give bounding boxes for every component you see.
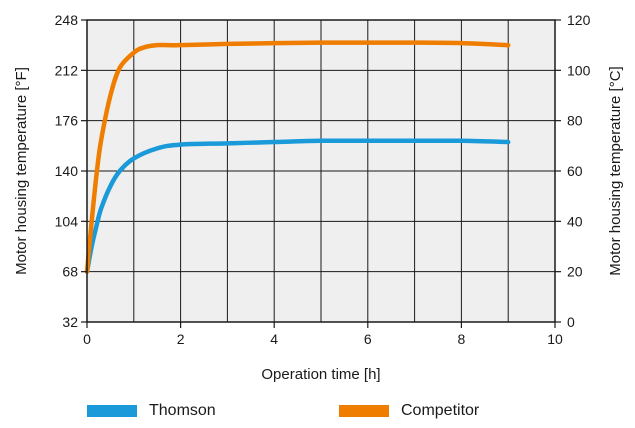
legend-label-thomson: Thomson — [149, 402, 216, 419]
y-left-tick-label: 68 — [62, 264, 78, 280]
legend-item-thomson: Thomson — [87, 402, 216, 420]
y-right-tick-label: 40 — [567, 213, 583, 229]
y-right-tick-label: 20 — [567, 264, 583, 280]
y-left-tick-label: 176 — [55, 113, 79, 129]
y-left-tick-label: 104 — [55, 213, 79, 229]
x-tick-label: 10 — [547, 331, 563, 347]
legend: Thomson Competitor — [0, 398, 635, 428]
y-axis-left-title: Motor housing temperature [°F] — [13, 67, 30, 275]
y-right-tick-label: 80 — [567, 113, 583, 129]
y-right-tick-label: 60 — [567, 163, 583, 179]
legend-item-competitor: Competitor — [339, 402, 479, 420]
x-tick-label: 0 — [83, 331, 91, 347]
y-left-tick-label: 212 — [55, 62, 79, 78]
y-right-tick-label: 0 — [567, 314, 575, 330]
series-line-thomson — [84, 138, 511, 274]
legend-label-competitor: Competitor — [401, 402, 480, 419]
y-left-tick-label: 32 — [62, 314, 78, 330]
y-axis-right-title: Motor housing temperature [°C] — [607, 66, 624, 275]
x-axis-title: Operation time [h] — [261, 366, 380, 383]
x-tick-label: 8 — [458, 331, 466, 347]
x-tick-label: 6 — [364, 331, 372, 347]
legend-swatch-competitor — [339, 405, 389, 417]
y-right-tick-label: 120 — [567, 12, 591, 28]
y-left-tick-label: 140 — [55, 163, 79, 179]
x-tick-label: 2 — [177, 331, 185, 347]
tick-layer: 0 2 4 6 8 10326810414017621224802040608010012… — [55, 12, 591, 347]
series-layer — [84, 40, 511, 274]
y-left-tick-label: 248 — [55, 12, 79, 28]
grid-lines — [87, 20, 555, 322]
series-line-competitor — [84, 40, 511, 274]
x-tick-label: 4 — [270, 331, 278, 347]
legend-swatch-thomson — [87, 405, 137, 417]
y-right-tick-label: 100 — [567, 62, 591, 78]
chart-area: 0 2 4 6 8 10326810414017621224802040608010012… — [13, 12, 624, 383]
